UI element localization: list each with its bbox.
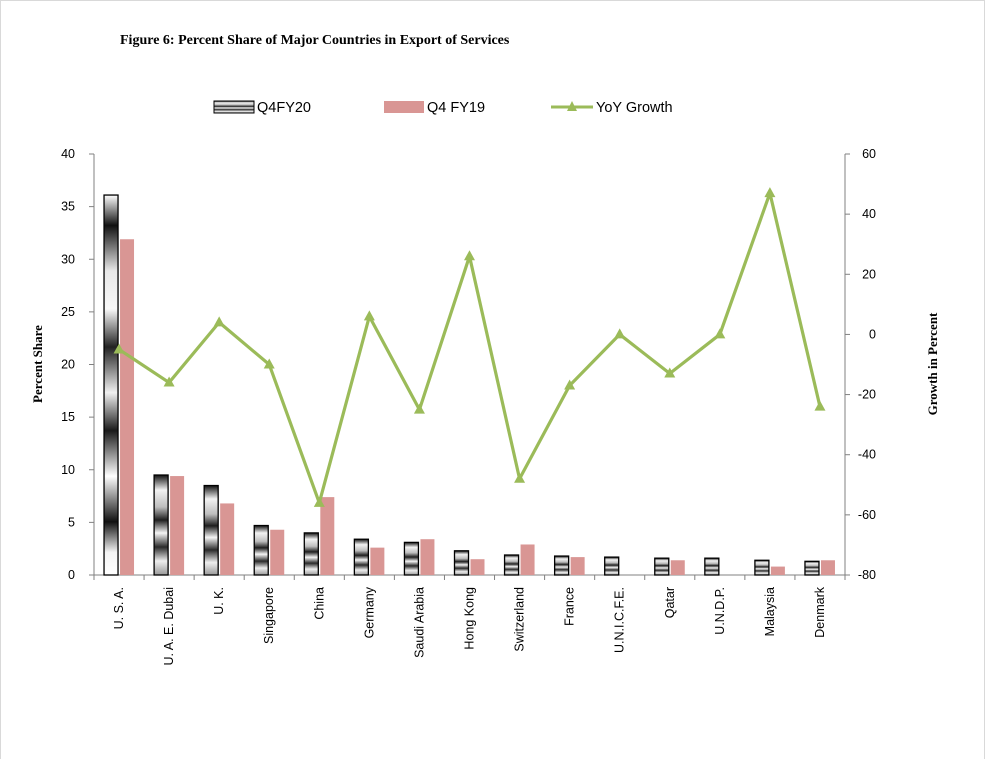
y2-tick-label: 0 — [869, 327, 876, 341]
point-yoy-china — [313, 496, 325, 507]
y-tick-label: 10 — [61, 463, 75, 477]
legend-item-q4fy20: Q4FY20 — [213, 100, 311, 116]
x-tick-label: France — [563, 587, 577, 626]
bar-q4fy20-switzerland — [503, 554, 520, 576]
legend-item-q4fy19: Q4 FY19 — [384, 100, 485, 116]
legend-label-yoy-growth: YoY Growth — [596, 100, 673, 116]
y2-tick-label: 60 — [862, 147, 876, 161]
point-yoy-france — [564, 379, 576, 390]
x-tick-label: U. K. — [212, 587, 226, 615]
bar-q4fy20-u-n-i-c-f-e — [604, 556, 620, 576]
x-tick-label: U. S. A. — [112, 587, 126, 629]
bar-q4fy20-u-a-e-dubai — [153, 474, 169, 576]
bar-q4fy20-denmark — [804, 560, 820, 576]
x-tick-label: Singapore — [262, 587, 276, 644]
point-yoy-malaysia — [764, 187, 776, 198]
x-tick-label: U.N.I.C.F.E. — [613, 587, 627, 653]
y2-axis-title: Growth in Percent — [925, 312, 940, 415]
x-tick-label: Germany — [362, 586, 376, 638]
bar-q4fy19-france — [570, 557, 585, 575]
point-yoy-singapore — [263, 358, 275, 369]
bar-q4fy19-qatar — [670, 560, 685, 575]
point-yoy-saudi-arabia — [413, 403, 425, 414]
x-tick-label: Saudi Arabia — [412, 587, 426, 658]
y-tick-label: 25 — [61, 305, 75, 319]
point-yoy-u-n-d-p — [714, 328, 726, 339]
point-yoy-u-k — [213, 316, 225, 327]
y2-tick-label: 20 — [862, 267, 876, 281]
series-line-yoy-growth — [118, 191, 822, 505]
bar-q4fy20-saudi-arabia — [403, 541, 420, 576]
bar-q4fy19-singapore — [270, 529, 285, 575]
bar-q4fy20-singapore — [253, 524, 269, 576]
x-tick-label: Hong Kong — [463, 587, 477, 650]
bar-q4fy20-malaysia — [754, 559, 770, 576]
point-yoy-u-n-i-c-f-e — [614, 328, 626, 339]
bar-q4fy20-u-n-d-p — [704, 557, 720, 576]
point-yoy-denmark — [814, 400, 826, 411]
y-tick-label: 30 — [61, 252, 75, 266]
chart-title: Figure 6: Percent Share of Major Countri… — [120, 33, 510, 48]
bar-q4fy19-u-s-a — [120, 239, 135, 575]
y-tick-label: 0 — [68, 568, 75, 582]
bar-q4fy19-hong-kong — [470, 559, 485, 575]
point-yoy-switzerland — [514, 472, 526, 483]
bar-q4fy20-china — [303, 532, 319, 576]
bar-q4fy20-u-s-a — [103, 194, 119, 576]
y2-tick-label: -60 — [858, 508, 876, 522]
x-tick-label: U.N.D.P. — [713, 587, 727, 635]
point-yoy-hong-kong — [464, 250, 475, 261]
legend-item-yoy-growth: YoY Growth — [551, 100, 673, 116]
y2-tick-label: 40 — [862, 207, 876, 221]
y2-tick-label: -20 — [858, 388, 876, 402]
x-tick-label: China — [312, 587, 326, 620]
legend-swatch-q4fy19 — [384, 101, 424, 113]
y-tick-label: 5 — [68, 515, 75, 529]
legend-marker-yoy — [567, 101, 577, 111]
bar-q4fy19-u-k — [220, 503, 235, 575]
y-axis-title: Percent Share — [30, 325, 45, 403]
bar-q4fy19-switzerland — [520, 544, 535, 575]
axes: 0 5 10 15 20 25 30 35 40 -80 -60 -40 -20 0 20 40 60 — [61, 147, 876, 582]
x-tick-label: Qatar — [663, 587, 677, 618]
point-yoy-qatar — [664, 367, 676, 378]
bars — [103, 194, 835, 576]
bar-q4fy20-germany — [353, 538, 370, 576]
y-tick-label: 40 — [61, 147, 75, 161]
legend: Q4FY20 Q4 FY19 YoY Growth — [213, 100, 673, 116]
y2-tick-label: -80 — [858, 568, 876, 582]
legend-swatch-q4fy20 — [213, 100, 255, 114]
x-tick-label: Malaysia — [763, 587, 777, 636]
y2-tick-label: -40 — [858, 448, 876, 462]
bar-q4fy19-saudi-arabia — [420, 539, 435, 575]
bar-q4fy19-malaysia — [770, 566, 785, 575]
bar-q4fy19-germany — [370, 547, 385, 575]
y-tick-label: 15 — [61, 410, 75, 424]
bar-q4fy20-qatar — [654, 557, 670, 576]
x-tick-label: Denmark — [813, 586, 827, 637]
bar-q4fy20-france — [553, 555, 570, 576]
legend-label-q4fy19: Q4 FY19 — [427, 100, 485, 116]
point-yoy-u-s-a — [113, 343, 125, 354]
legend-label-q4fy20: Q4FY20 — [257, 100, 311, 116]
point-yoy-germany — [363, 310, 375, 321]
bar-q4fy19-denmark — [820, 560, 835, 575]
point-yoy-u-a-e-dubai — [163, 376, 175, 387]
y-tick-label: 20 — [61, 358, 75, 372]
x-tick-label: Switzerland — [513, 587, 527, 652]
yoy-line-group — [113, 187, 826, 507]
x-tick-label: U. A. E. Dubai — [162, 587, 176, 666]
bar-q4fy19-u-a-e-dubai — [170, 476, 185, 575]
category-labels: U. S. A. U. A. E. Dubai U. K. Singapore Chin… — [112, 586, 827, 665]
bar-q4fy19-china — [320, 497, 335, 575]
bar-q4fy20-hong-kong — [453, 550, 470, 576]
bar-q4fy20-u-k — [203, 484, 219, 576]
y-tick-label: 35 — [61, 200, 75, 214]
